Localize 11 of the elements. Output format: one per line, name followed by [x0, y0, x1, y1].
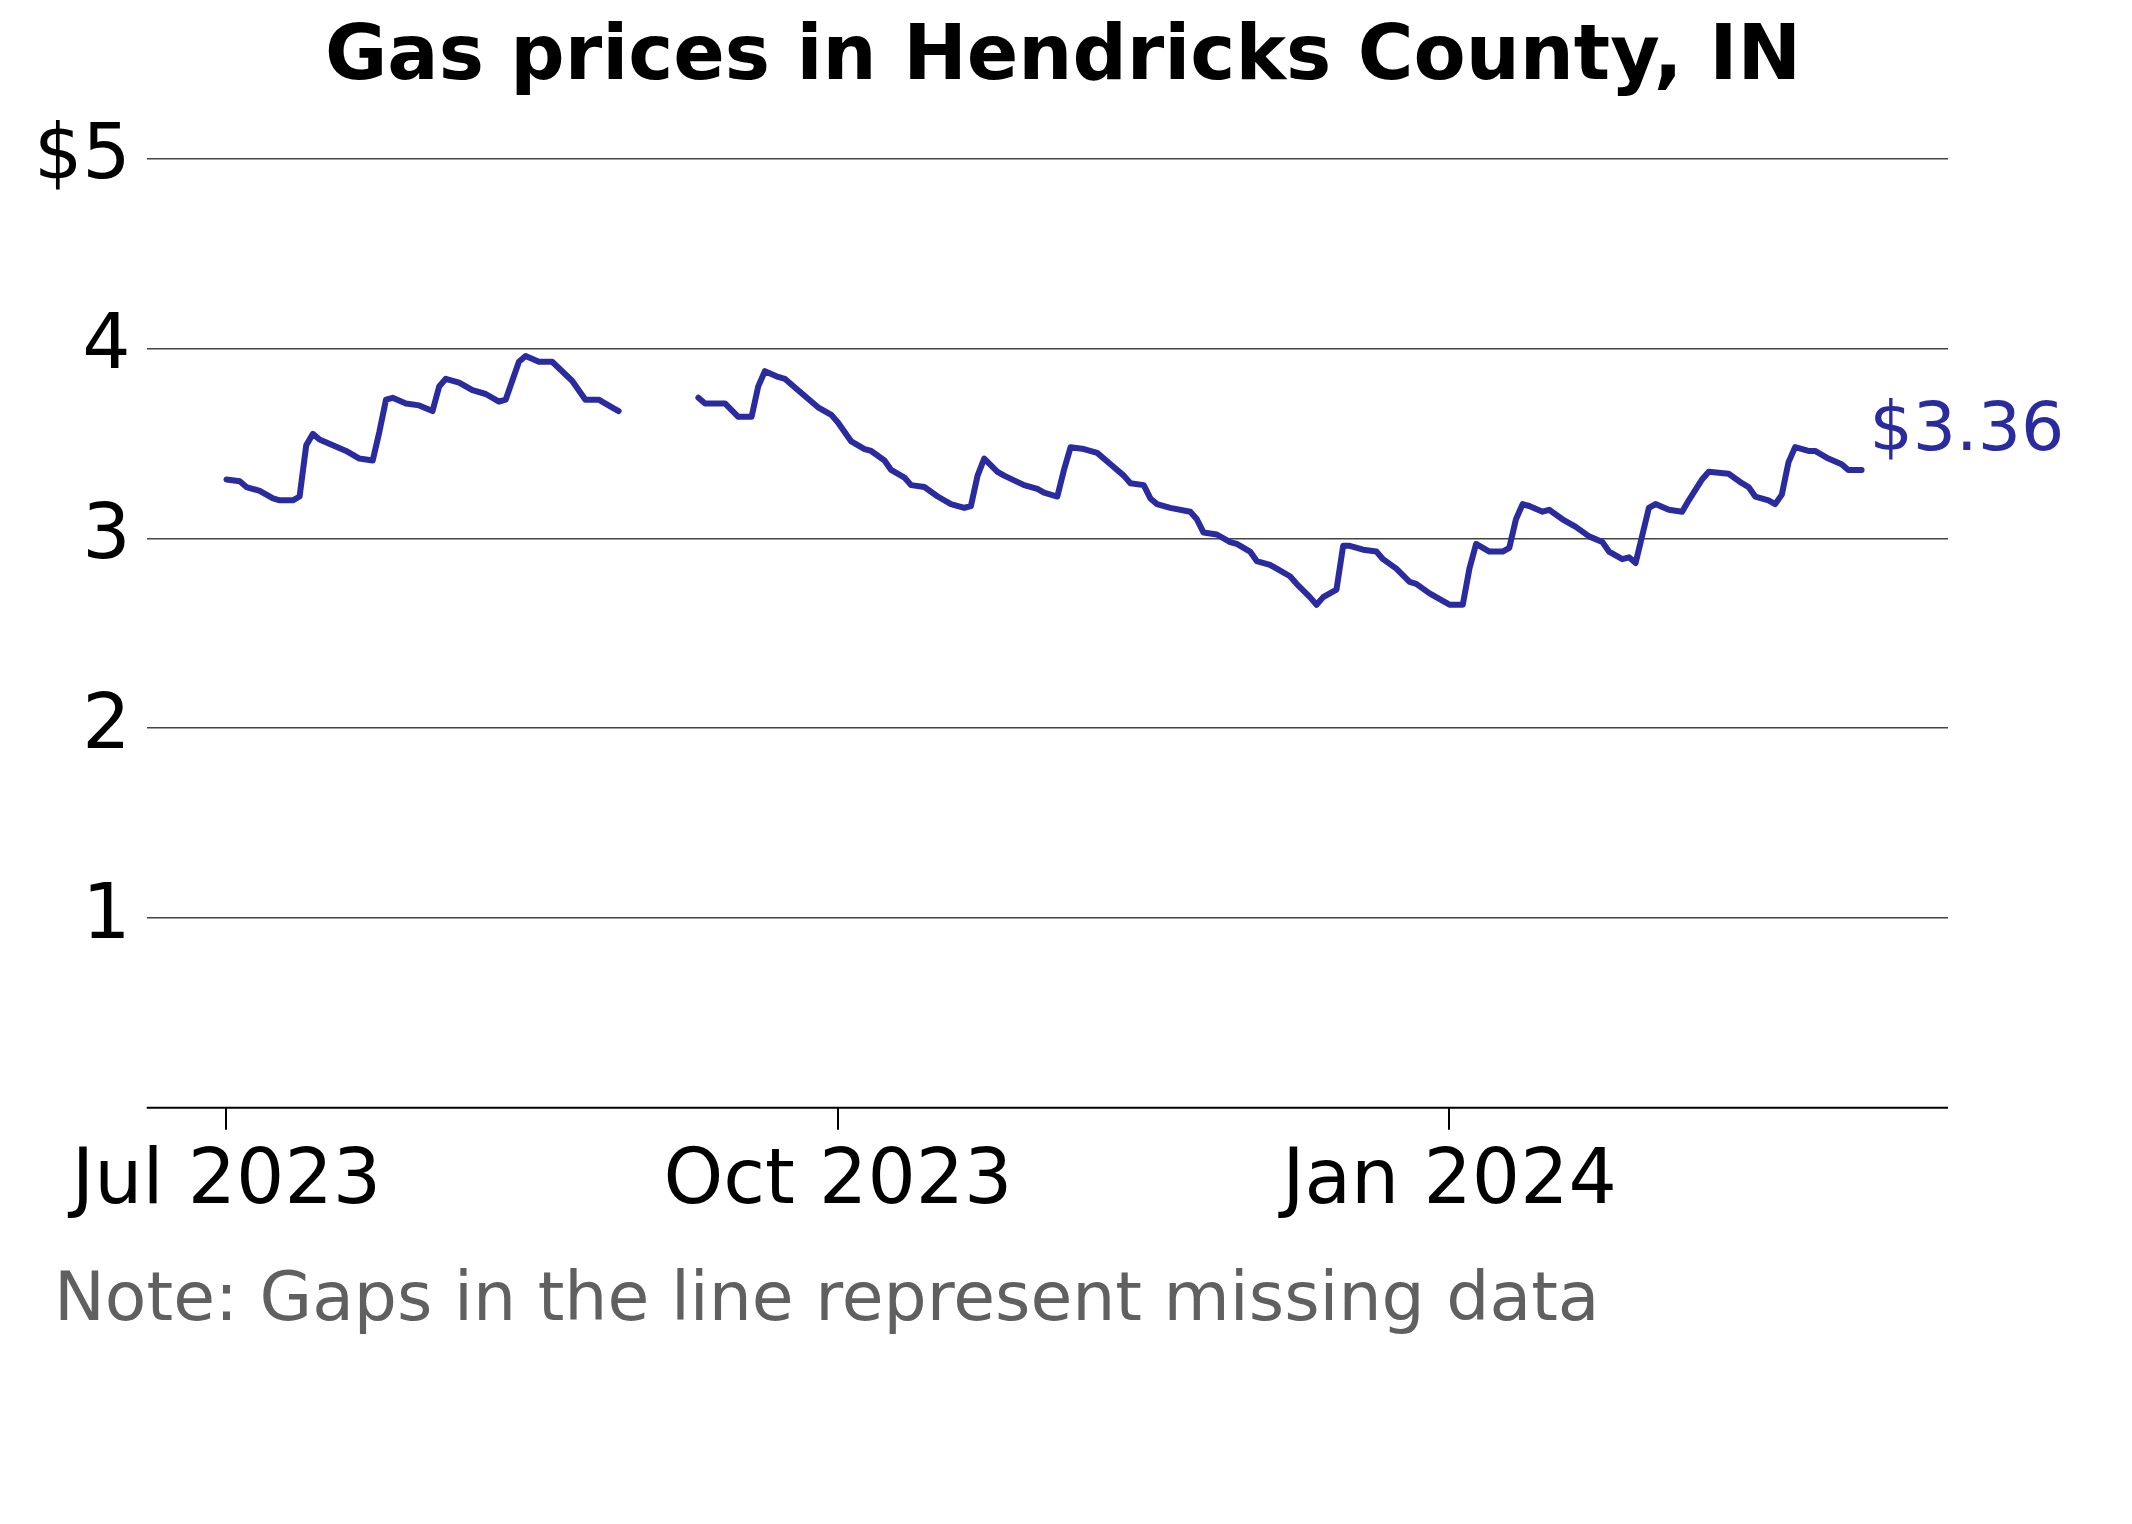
x-tick-label: Jul 2023 — [67, 1132, 382, 1222]
chart-title: Gas prices in Hendricks County, IN — [323, 8, 1803, 97]
y-tick-label: 3 — [82, 487, 131, 577]
y-tick-label: 4 — [82, 297, 131, 387]
annotation: $3.36 — [1869, 386, 2065, 466]
x-tick-label: Jan 2024 — [1278, 1132, 1617, 1222]
y-tick-label: 2 — [82, 676, 131, 766]
text: Note: Gaps in the line represent missing data — [54, 1257, 1601, 1336]
y-tick-label: $5 — [33, 107, 131, 197]
x-tick-label: Oct 2023 — [663, 1132, 1013, 1222]
y-tick-label: 1 — [82, 866, 131, 956]
